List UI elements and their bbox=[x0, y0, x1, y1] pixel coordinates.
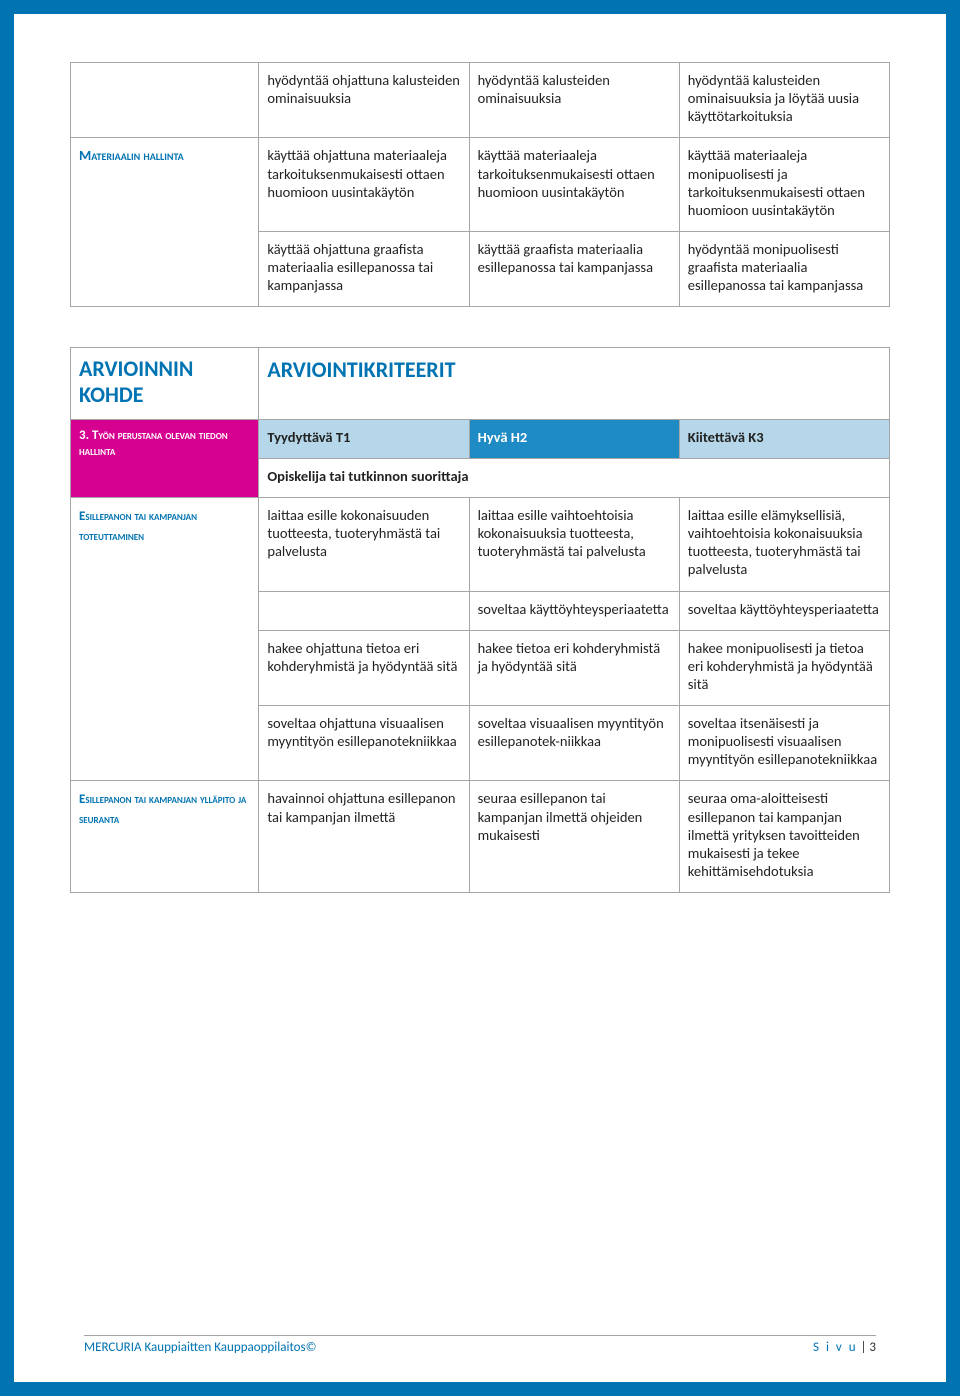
cell: laittaa esille vaihtoehtoisia kokonaisuu… bbox=[469, 498, 679, 592]
grade-t1: Tyydyttävä T1 bbox=[259, 419, 469, 458]
cell: hyödyntää kalusteiden ominaisuuksia bbox=[469, 63, 679, 138]
table-1: hyödyntää ohjattuna kalusteiden ominaisu… bbox=[70, 62, 890, 307]
cell: käyttää ohjattuna graafista materiaalia … bbox=[259, 231, 469, 306]
cell: soveltaa itsenäisesti ja monipuolisesti … bbox=[679, 706, 889, 781]
grade-h2: Hyvä H2 bbox=[469, 419, 679, 458]
cell: soveltaa käyttöyhteysperiaatetta bbox=[679, 591, 889, 630]
cell: havainnoi ohjattuna esillepanon tai kamp… bbox=[259, 781, 469, 893]
cell: käyttää graafista materiaalia esillepano… bbox=[469, 231, 679, 306]
row-label: Materiaalin hallinta bbox=[71, 138, 259, 307]
cell: seuraa oma-aloitteisesti esillepanon tai… bbox=[679, 781, 889, 893]
section-header-row: ARVIOINNIN KOHDE ARVIOINTIKRITEERIT bbox=[71, 348, 890, 420]
page-footer: MERCURIA Kauppiaitten Kauppaoppilaitos© … bbox=[84, 1335, 876, 1356]
footer-page: S i v u | 3 bbox=[813, 1340, 876, 1356]
cell: laittaa esille kokonaisuuden tuotteesta,… bbox=[259, 498, 469, 592]
spacer bbox=[70, 307, 890, 347]
arvioinnin-kohde-header: ARVIOINNIN KOHDE bbox=[71, 348, 259, 420]
empty-cell bbox=[71, 63, 259, 138]
section-label: 3. Työn perustana olevan tiedon hallinta bbox=[71, 419, 259, 497]
cell bbox=[259, 591, 469, 630]
cell: hakee tietoa eri kohderyhmistä ja hyödyn… bbox=[469, 630, 679, 705]
footer-page-label: S i v u bbox=[813, 1340, 857, 1355]
opiskelija-cell: Opiskelija tai tutkinnon suorittaja bbox=[259, 458, 890, 497]
cell: käyttää materiaaleja tarkoituksenmukaise… bbox=[469, 138, 679, 232]
row-label: Esillepanon tai kampanjan ylläpito ja se… bbox=[71, 781, 259, 893]
cell: hyödyntää ohjattuna kalusteiden ominaisu… bbox=[259, 63, 469, 138]
footer-org: MERCURIA Kauppiaitten Kauppaoppilaitos© bbox=[84, 1340, 316, 1356]
table-row: Esillepanon tai kampanjan ylläpito ja se… bbox=[71, 781, 890, 893]
row-label: Esillepanon tai kampanjan toteuttaminen bbox=[71, 498, 259, 781]
table-2: ARVIOINNIN KOHDE ARVIOINTIKRITEERIT 3. T… bbox=[70, 347, 890, 893]
cell: soveltaa ohjattuna visuaalisen myyntityö… bbox=[259, 706, 469, 781]
grade-header-row: 3. Työn perustana olevan tiedon hallinta… bbox=[71, 419, 890, 458]
table-row: Esillepanon tai kampanjan toteuttaminen … bbox=[71, 498, 890, 592]
grade-k3: Kiitettävä K3 bbox=[679, 419, 889, 458]
cell: seuraa esillepanon tai kampanjan ilmettä… bbox=[469, 781, 679, 893]
cell: käyttää materiaaleja monipuolisesti ja t… bbox=[679, 138, 889, 232]
table-row: hyödyntää ohjattuna kalusteiden ominaisu… bbox=[71, 63, 890, 138]
page-content: hyödyntää ohjattuna kalusteiden ominaisu… bbox=[70, 62, 890, 893]
table-row: Materiaalin hallinta käyttää ohjattuna m… bbox=[71, 138, 890, 232]
arviointikriteerit-header: ARVIOINTIKRITEERIT bbox=[259, 348, 890, 420]
cell: soveltaa visuaalisen myyntityön esillepa… bbox=[469, 706, 679, 781]
cell: käyttää ohjattuna materiaaleja tarkoituk… bbox=[259, 138, 469, 232]
cell: laittaa esille elämyksellisiä, vaihtoeht… bbox=[679, 498, 889, 592]
cell: hakee monipuolisesti ja tietoa eri kohde… bbox=[679, 630, 889, 705]
cell: hakee ohjattuna tietoa eri kohderyhmistä… bbox=[259, 630, 469, 705]
cell: hyödyntää kalusteiden ominaisuuksia ja l… bbox=[679, 63, 889, 138]
footer-page-num: | 3 bbox=[860, 1340, 876, 1355]
cell: hyödyntää monipuolisesti graafista mater… bbox=[679, 231, 889, 306]
cell: soveltaa käyttöyhteysperiaatetta bbox=[469, 591, 679, 630]
